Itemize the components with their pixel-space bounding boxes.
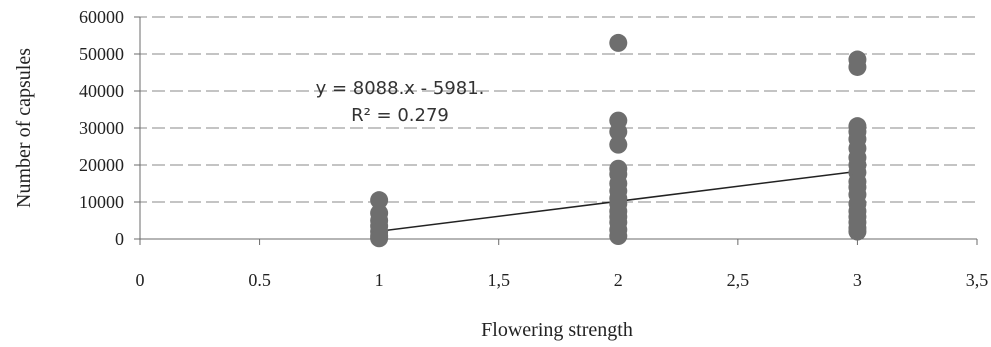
- data-point-39: [848, 222, 867, 241]
- y-axis-title: Number of capsules: [13, 48, 35, 208]
- x-tick-label-3: 1,5: [487, 270, 510, 290]
- y-tick-label-4: 40000: [79, 81, 124, 101]
- x-axis-title: Flowering strength: [481, 319, 633, 341]
- data-point-10: [609, 135, 628, 154]
- data-point-9: [609, 122, 628, 141]
- trendline-equation: y = 8088.x - 5981.: [316, 78, 485, 99]
- x-tick-label-5: 2,5: [727, 270, 750, 290]
- x-tick-label-1: 0.5: [248, 270, 271, 290]
- y-tick-label-3: 30000: [79, 118, 124, 138]
- tick-labels: 0 10000 20000 30000 40000 50000 60000 0 0.5 1 1,5 2…: [79, 7, 988, 290]
- x-tick-label-0: 0: [136, 270, 145, 290]
- x-tick-label-7: 3,5: [966, 270, 989, 290]
- x-tick-label-6: 3: [853, 270, 862, 290]
- y-tick-label-5: 50000: [79, 44, 124, 64]
- data-point-21: [609, 227, 628, 246]
- x-tick-label-2: 1: [375, 270, 384, 290]
- data-point-0: [370, 191, 389, 210]
- data-points: [370, 33, 867, 248]
- r-squared-label: R² = 0.279: [351, 105, 449, 126]
- y-tick-label-6: 60000: [79, 7, 124, 27]
- data-point-6: [370, 229, 389, 248]
- data-point-7: [609, 33, 628, 52]
- y-tick-label-0: 0: [115, 229, 124, 249]
- x-tick-label-4: 2: [614, 270, 623, 290]
- grid-lines: [134, 16, 977, 203]
- y-tick-label-1: 10000: [79, 192, 124, 212]
- axes: [134, 16, 978, 245]
- y-tick-label-2: 20000: [79, 155, 124, 175]
- data-point-23: [848, 57, 867, 76]
